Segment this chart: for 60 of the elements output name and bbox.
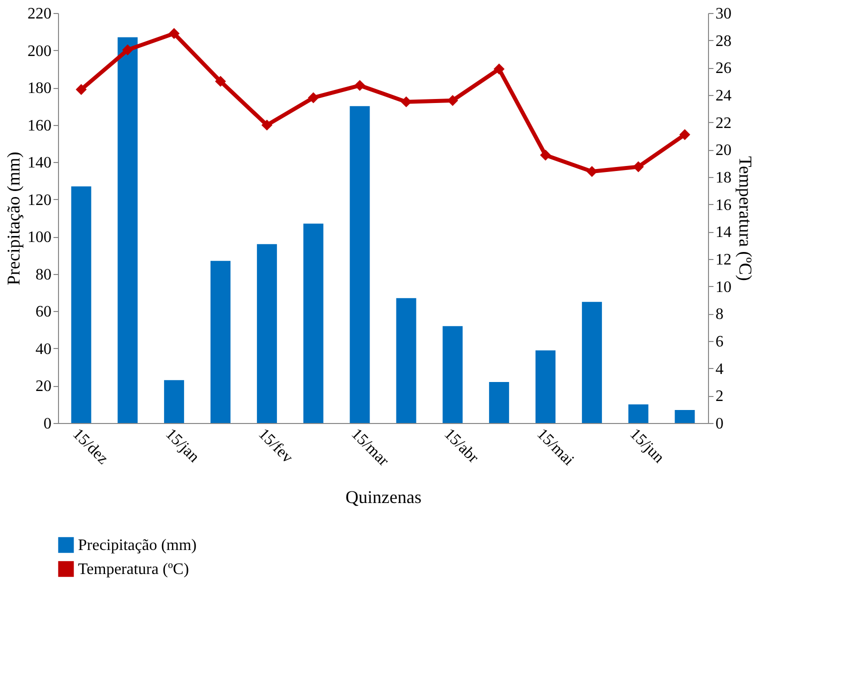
- y2-tick-label: 8: [716, 306, 724, 324]
- y-tick-label: 220: [28, 6, 52, 22]
- bar: [350, 106, 370, 423]
- y2-axis-title: Temperatura (ºC): [736, 156, 756, 281]
- y-tick-label: 80: [36, 266, 52, 284]
- y2-tick-label: 12: [716, 252, 732, 268]
- y2-tick-label: 24: [716, 88, 732, 104]
- y2-tick-label: 20: [716, 142, 732, 160]
- point: [122, 44, 134, 56]
- x-axis-title: Quinzenas: [346, 486, 422, 507]
- y-tick-label: 140: [28, 154, 52, 172]
- y-tick-label: 40: [36, 340, 52, 358]
- y2-tick-label: 22: [716, 114, 732, 132]
- point: [447, 94, 458, 106]
- y-tick-label: 200: [28, 42, 52, 60]
- legend-label: Temperatura (ºC): [78, 561, 189, 578]
- y-axis-title: Precipitação (mm): [4, 152, 24, 286]
- point: [168, 28, 180, 39]
- bar: [396, 298, 416, 423]
- y2-tick-label: 16: [716, 196, 732, 214]
- y-tick-label: 100: [28, 229, 52, 246]
- bar: [71, 186, 92, 423]
- y2-tick-label: 4: [716, 360, 724, 378]
- point: [261, 120, 272, 131]
- y2-tick-label: 6: [716, 334, 724, 350]
- y-tick-label: 0: [44, 416, 52, 432]
- y-tick-label: 120: [28, 192, 52, 209]
- point: [586, 166, 598, 178]
- point: [308, 92, 319, 104]
- point: [76, 84, 87, 96]
- point: [679, 129, 690, 140]
- y2-tick-label: 30: [716, 6, 732, 22]
- y2-tick-label: 2: [716, 388, 724, 406]
- y-tick-label: 60: [36, 304, 52, 321]
- bar: [118, 37, 138, 423]
- y2-tick-label: 0: [716, 416, 724, 432]
- bar: [303, 224, 324, 423]
- y-tick-label: 180: [28, 80, 52, 98]
- legend-label: Precipitação (mm): [78, 537, 197, 554]
- bar: [210, 260, 230, 423]
- point: [632, 161, 644, 172]
- point: [540, 150, 551, 161]
- bar: [442, 326, 463, 423]
- bar: [489, 382, 510, 423]
- bar: [536, 350, 556, 423]
- bar: [674, 410, 695, 423]
- y2-tick-label: 28: [716, 32, 732, 50]
- bar: [164, 380, 184, 423]
- point: [354, 80, 366, 91]
- point: [494, 64, 505, 75]
- y2-tick-label: 10: [716, 278, 732, 296]
- y2-tick-label: 26: [716, 60, 732, 78]
- point: [215, 76, 226, 87]
- bar: [628, 404, 648, 423]
- y2-tick-label: 18: [716, 170, 732, 186]
- y2-tick-label: 14: [716, 224, 732, 242]
- bar: [582, 302, 602, 423]
- bar: [256, 244, 277, 423]
- y-tick-label: 20: [36, 378, 52, 396]
- y-tick-label: 160: [28, 117, 52, 134]
